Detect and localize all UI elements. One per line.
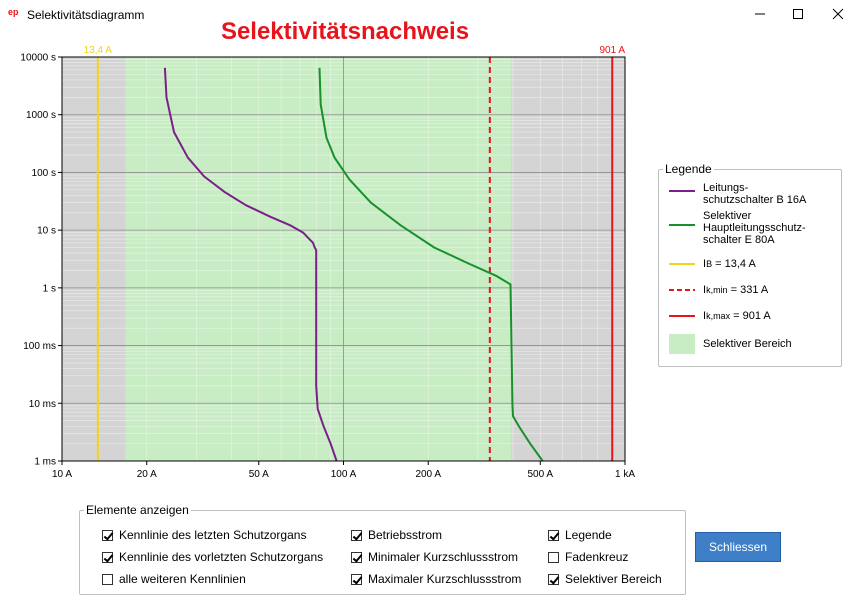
x-tick-label: 1 kA (615, 469, 635, 480)
ib-main: I (703, 258, 707, 270)
checkbox-label: Fadenkreuz (565, 550, 629, 564)
checkbox-box[interactable] (548, 551, 559, 563)
ikmax-sub: k,max (706, 311, 731, 321)
y-tick-label: 10 s (37, 226, 56, 237)
ikmin-rest: = 331 A (727, 284, 769, 296)
red-line-swatch (669, 315, 695, 317)
checkbox-box[interactable] (351, 573, 362, 585)
legend-label-lss: Leitungs- schutzschalter B 16A (703, 182, 807, 206)
close-button[interactable]: Schliessen (695, 532, 781, 562)
x-tick-label: 100 A (331, 469, 357, 480)
checkbox-box[interactable] (351, 551, 362, 563)
ikmax-main: I (703, 310, 707, 322)
y-tick-label: 100 ms (23, 341, 56, 352)
checkbox-label: Maximaler Kurzschlussstrom (368, 572, 522, 586)
checkbox-min-short-circuit[interactable]: Minimaler Kurzschlussstrom (351, 550, 518, 564)
checkbox-label: Kennlinie des letzten Schutzorgans (119, 528, 307, 542)
y-tick-label: 100 s (32, 168, 56, 179)
checkbox-box[interactable] (351, 529, 362, 541)
window-title: Selektivitätsdiagramm (27, 8, 145, 22)
checkbox-second-last-protection-curve[interactable]: Kennlinie des vorletzten Schutzorgans (102, 550, 323, 564)
purple-line-swatch (669, 190, 695, 192)
swatch-area (669, 334, 695, 354)
elements-title: Elemente anzeigen (84, 503, 191, 517)
close-window-button[interactable] (818, 0, 858, 28)
x-tick-label: 500 A (527, 469, 553, 480)
checkbox-selective-range[interactable]: Selektiver Bereich (548, 572, 662, 586)
x-tick-label: 10 A (52, 469, 72, 480)
legend-label-ib: IB = 13,4 A (703, 258, 756, 270)
legend-label-ikmax: Ik,max = 901 A (703, 310, 771, 322)
svg-text:ep: ep (8, 7, 19, 17)
series-line (163, 67, 338, 462)
checkbox-label: Selektiver Bereich (565, 572, 662, 586)
yellow-line-swatch (669, 263, 695, 265)
legend-label-ikmin: Ik,min = 331 A (703, 284, 768, 296)
x-tick-label: 50 A (249, 469, 269, 480)
legend: Legende Leitungs- schutzschalter B 16A S… (658, 162, 842, 367)
series-line (318, 67, 544, 462)
maximize-button[interactable] (778, 0, 818, 28)
close-icon (832, 8, 844, 20)
checkbox-label: alle weiteren Kennlinien (119, 572, 246, 586)
checkbox-label: Minimaler Kurzschlussstrom (368, 550, 519, 564)
checkbox-further-curves[interactable]: alle weiteren Kennlinien (102, 572, 246, 586)
y-tick-label: 10000 s (20, 53, 56, 64)
ikmax-rest: = 901 A (730, 310, 771, 322)
legend-label-selective: Selektiver Bereich (703, 338, 792, 350)
ib-sub: B (706, 259, 713, 269)
checkbox-legend[interactable]: Legende (548, 528, 612, 542)
ikmin-main: I (703, 284, 707, 296)
green-area-swatch (669, 334, 695, 354)
selective-range-area (125, 57, 511, 461)
x-tick-label: 200 A (415, 469, 441, 480)
y-tick-label: 10 ms (29, 399, 56, 410)
vline-label: 13,4 A (84, 45, 113, 56)
vline-label: 901 A (599, 45, 625, 56)
checkbox-max-short-circuit[interactable]: Maximaler Kurzschlussstrom (351, 572, 521, 586)
checkbox-box[interactable] (102, 573, 113, 585)
checkbox-box[interactable] (548, 529, 559, 541)
checkbox-box[interactable] (102, 529, 113, 541)
y-tick-label: 1 s (43, 283, 56, 294)
checkbox-operating-current[interactable]: Betriebsstrom (351, 528, 442, 542)
green-line-swatch (669, 224, 695, 226)
x-tick-label: 20 A (137, 469, 157, 480)
app-logo-icon: ep (8, 6, 24, 18)
ikmin-sub: k,min (706, 285, 728, 295)
ib-rest: = 13,4 A (712, 258, 756, 270)
title-bar: ep Selektivitätsdiagramm (0, 0, 860, 28)
minimize-icon (755, 13, 765, 15)
y-tick-label: 1 ms (34, 457, 56, 468)
chart-title: Selektivitätsnachweis (220, 18, 470, 45)
minimize-button[interactable] (740, 0, 780, 28)
y-tick-label: 1000 s (26, 110, 56, 121)
checkbox-box[interactable] (102, 551, 113, 563)
red-dashed-line-swatch (669, 289, 695, 291)
checkbox-label: Kennlinie des vorletzten Schutzorgans (119, 550, 324, 564)
maximize-icon (793, 9, 803, 19)
selectivity-chart[interactable]: 13,4 A 901 A 10000 s 1000 s 100 s 10 s 1 s 100… (0, 0, 860, 500)
elements-group: Elemente anzeigen Kennlinie des letzten … (79, 503, 686, 595)
legend-label-hls: Selektiver Hauptleitungsschutz- schalter… (703, 210, 806, 246)
checkbox-label: Betriebsstrom (368, 528, 443, 542)
legend-title: Legende (663, 162, 714, 176)
checkbox-crosshair[interactable]: Fadenkreuz (548, 550, 628, 564)
checkbox-box[interactable] (548, 573, 559, 585)
checkbox-last-protection-curve[interactable]: Kennlinie des letzten Schutzorgans (102, 528, 306, 542)
checkbox-label: Legende (565, 528, 612, 542)
